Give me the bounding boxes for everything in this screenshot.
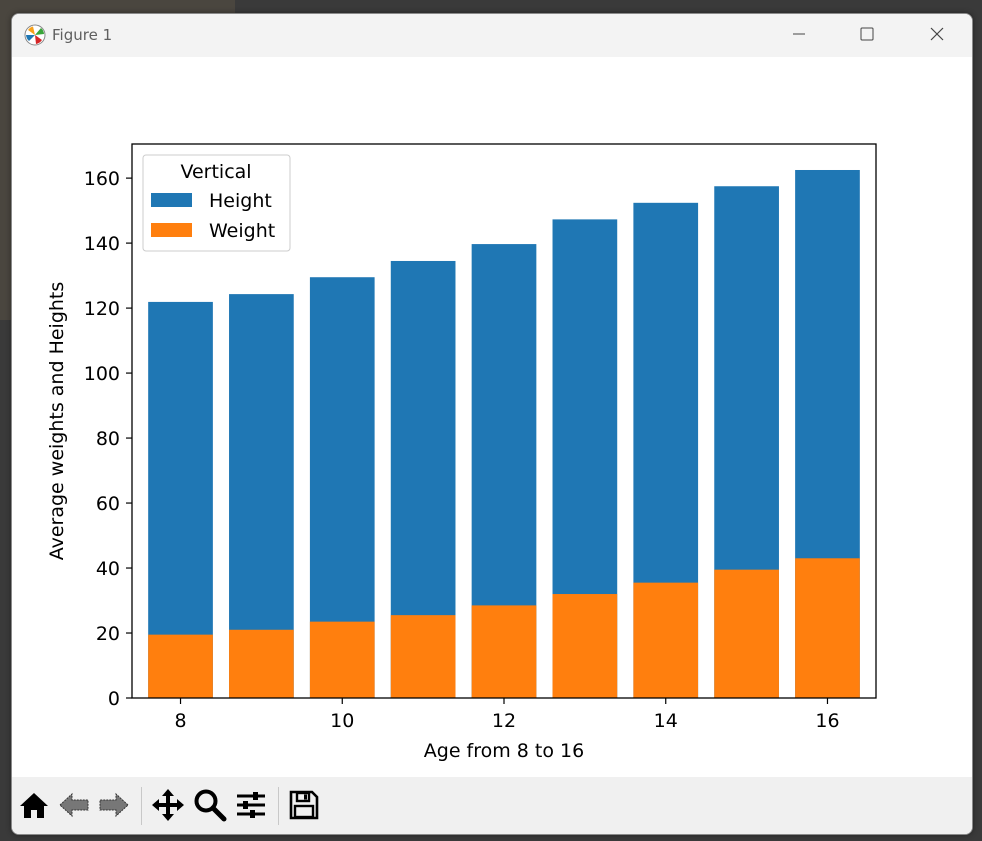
bar-weight-14 — [633, 582, 699, 698]
y-axis-ticks: 0 20 40 60 80 100 120 140 160 — [84, 168, 132, 710]
minimize-icon — [791, 26, 807, 46]
save-button[interactable] — [286, 789, 322, 825]
figure-window: Figure 1 8 10 12 14 16 0 20 40 60 80 100 120 140 160… — [11, 13, 973, 835]
bar-weight-13 — [552, 594, 618, 698]
save-icon — [288, 789, 320, 825]
y-tick-label: 140 — [84, 233, 120, 255]
bar-weight-9 — [229, 629, 294, 698]
navigation-toolbar — [12, 777, 972, 834]
y-axis-label: Average weights and Heights — [46, 282, 68, 561]
close-button[interactable] — [914, 14, 960, 57]
forward-arrow-icon — [98, 789, 130, 825]
bar-weight-8 — [148, 634, 213, 698]
legend-swatch-weight — [151, 223, 192, 237]
maximize-icon — [859, 26, 875, 46]
title-bar[interactable]: Figure 1 — [12, 14, 972, 57]
y-tick-label: 0 — [108, 688, 120, 710]
legend-label-height: Height — [209, 190, 272, 212]
bar-weight-15 — [714, 569, 779, 698]
y-tick-label: 60 — [96, 493, 120, 515]
x-tick-label: 12 — [492, 710, 516, 732]
y-tick-label: 160 — [84, 168, 120, 190]
bar-weight-11 — [390, 615, 456, 698]
bar-height-8 — [148, 301, 213, 698]
x-tick-label: 16 — [815, 710, 839, 732]
legend: Vertical Height Weight — [142, 154, 291, 252]
x-tick-label: 8 — [174, 710, 186, 732]
configure-subplots-icon — [235, 789, 267, 825]
bar-weight-10 — [309, 621, 375, 698]
close-icon — [929, 26, 945, 46]
toolbar-separator — [141, 787, 142, 825]
x-axis-label: Age from 8 to 16 — [424, 740, 584, 762]
window-title: Figure 1 — [52, 26, 113, 44]
toolbar-separator — [278, 787, 279, 825]
y-tick-label: 100 — [84, 363, 120, 385]
legend-swatch-height — [151, 193, 192, 207]
weight-series — [148, 558, 860, 698]
bar-chart: 8 10 12 14 16 0 20 40 60 80 100 120 140 160 Age from… — [46, 143, 877, 762]
y-tick-label: 120 — [84, 298, 120, 320]
pan-icon — [151, 788, 185, 826]
x-tick-label: 14 — [654, 710, 678, 732]
configure-subplots-button[interactable] — [233, 789, 269, 825]
y-tick-label: 20 — [96, 623, 120, 645]
zoom-button[interactable] — [192, 789, 228, 825]
pan-button[interactable] — [150, 789, 186, 825]
x-axis-ticks: 8 10 12 14 16 — [174, 698, 840, 732]
minimize-button[interactable] — [776, 14, 822, 57]
bar-weight-12 — [471, 605, 537, 698]
back-arrow-icon — [58, 789, 90, 825]
legend-title: Vertical — [180, 161, 251, 183]
maximize-button[interactable] — [844, 14, 890, 57]
y-tick-label: 40 — [96, 558, 120, 580]
home-icon — [18, 789, 50, 825]
matplotlib-logo-icon — [24, 24, 46, 46]
figure-canvas[interactable]: 8 10 12 14 16 0 20 40 60 80 100 120 140 160 Age from… — [12, 57, 972, 777]
y-tick-label: 80 — [96, 428, 120, 450]
legend-label-weight: Weight — [209, 220, 275, 242]
home-button[interactable] — [16, 789, 52, 825]
forward-button[interactable] — [96, 789, 132, 825]
back-button[interactable] — [56, 789, 92, 825]
zoom-icon — [193, 788, 227, 826]
bar-weight-16 — [795, 558, 860, 698]
x-tick-label: 10 — [330, 710, 354, 732]
